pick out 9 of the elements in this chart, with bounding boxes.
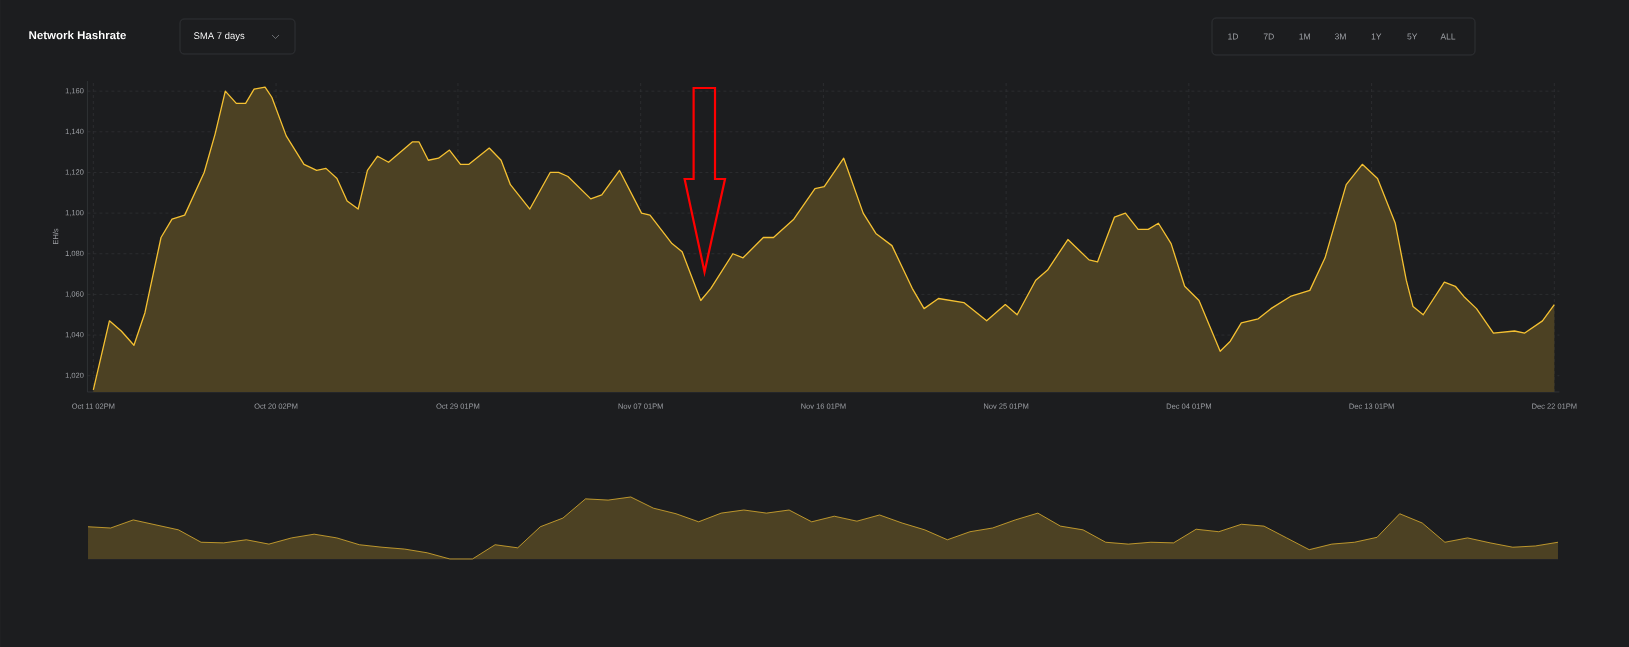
text: SMA 7 days (193, 32, 245, 41)
text: 3M (1334, 33, 1346, 40)
text: ALL (1440, 33, 1456, 40)
text: 7D (1263, 33, 1274, 40)
text: 1D (1228, 33, 1239, 40)
text: 5Y (1407, 33, 1418, 40)
chart-title: Network Hashrate (29, 30, 126, 40)
text: 1Y (1371, 33, 1382, 40)
text: 1M (1299, 33, 1310, 40)
